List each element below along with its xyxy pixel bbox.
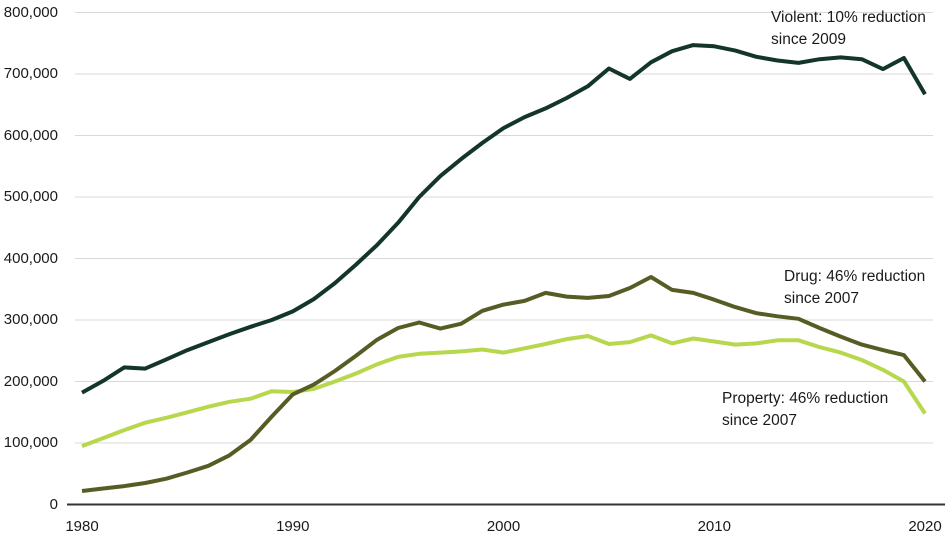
y-tick-label: 0	[49, 495, 58, 513]
annotation-violent-line1: Violent: 10% reduction	[771, 9, 926, 26]
y-tick-label: 700,000	[3, 65, 58, 82]
annotation-drug: Drug: 46% reduction since 2007	[784, 266, 925, 310]
line-property	[81, 333, 927, 448]
line-drug	[81, 275, 927, 493]
y-tick-label: 600,000	[3, 126, 58, 144]
y-tick-label: 200,000	[3, 372, 58, 390]
y-tick-label: 800,000	[3, 3, 58, 21]
x-tick-label: 1980	[65, 518, 99, 535]
annotation-violent-line2: since 2009	[771, 31, 846, 48]
annotation-drug-line2: since 2007	[784, 290, 859, 307]
annotation-property-line2: since 2007	[722, 412, 797, 429]
y-tick-label: 300,000	[3, 311, 58, 328]
y-tick-label: 100,000	[3, 434, 58, 451]
line-violent	[81, 43, 927, 395]
x-tick-label: 2000	[486, 518, 521, 535]
annotation-property: Property: 46% reduction since 2007	[722, 388, 888, 432]
x-tick-label: 1990	[276, 518, 310, 535]
y-tick-label: 400,000	[3, 249, 58, 267]
annotation-property-line1: Property: 46% reduction	[722, 390, 889, 407]
y-tick-label: 500,000	[3, 188, 58, 205]
x-tick-label: 2020	[908, 518, 942, 535]
annotation-violent: Violent: 10% reduction since 2009	[771, 7, 926, 51]
annotation-drug-line1: Drug: 46% reduction	[784, 268, 926, 285]
x-tick-label: 2010	[697, 518, 731, 535]
